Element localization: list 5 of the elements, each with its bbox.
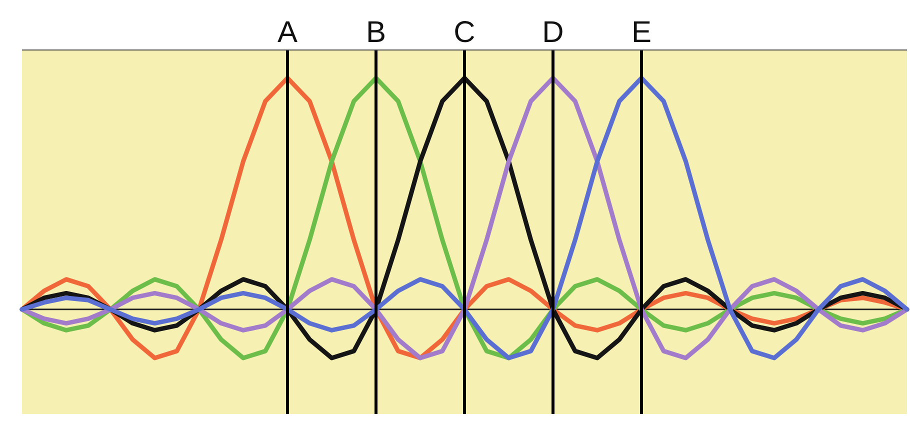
x-tick-label: C xyxy=(454,16,476,49)
x-tick-label: D xyxy=(542,16,564,49)
x-tick-label: E xyxy=(631,16,652,49)
x-tick-label: A xyxy=(277,16,298,49)
x-tick-label: B xyxy=(366,16,386,49)
